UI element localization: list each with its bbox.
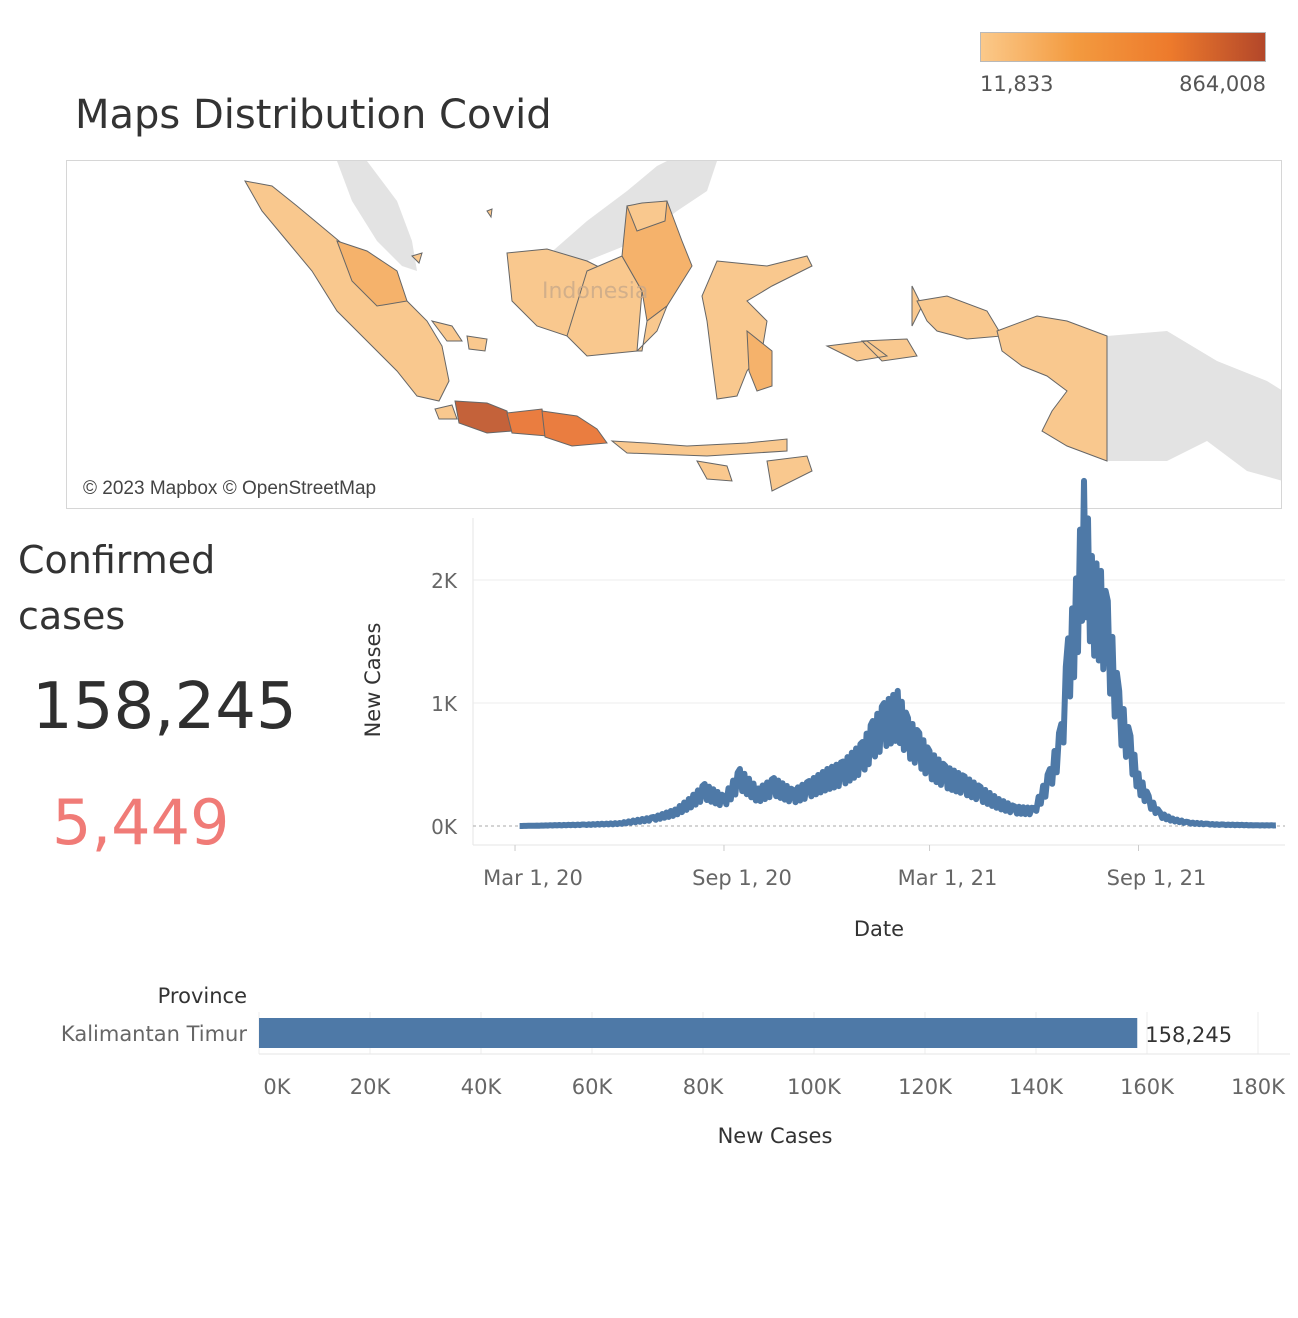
bar-x-tick-label: 60K bbox=[572, 1075, 614, 1099]
bar-x-tick-label: 80K bbox=[683, 1075, 725, 1099]
map-attribution[interactable]: © 2023 Mapbox © OpenStreetMap bbox=[77, 476, 383, 502]
bar-x-tick-label: 160K bbox=[1120, 1075, 1175, 1099]
region-sulawesi-tenggara[interactable] bbox=[746, 329, 773, 392]
region-ntt-timor[interactable] bbox=[696, 455, 813, 492]
bar-x-tick-label: 120K bbox=[898, 1075, 953, 1099]
region-kalimantan-selatan[interactable] bbox=[635, 304, 669, 352]
kpi-new-cases: 5,449 bbox=[52, 786, 230, 859]
bar-chart-x-axis-label: New Cases bbox=[718, 1124, 833, 1148]
bar-x-tick-label: 0K bbox=[263, 1075, 291, 1099]
region-kepulauan-riau[interactable] bbox=[411, 208, 493, 264]
region-banten[interactable] bbox=[434, 404, 458, 420]
bar-chart-x-ticks: 0K 20K 40K 60K 80K 100K 120K 140K 160K 180K bbox=[263, 1075, 1286, 1099]
line-chart-x-ticks: Mar 1, 20 Sep 1, 20 Mar 1, 21 Sep 1, 21 bbox=[483, 845, 1206, 890]
line-x-tick-label: Sep 1, 21 bbox=[1107, 866, 1207, 890]
legend-max-label: 864,008 bbox=[1179, 72, 1266, 96]
kpi-title: Confirmed cases bbox=[18, 538, 216, 638]
line-y-tick-label: 0K bbox=[431, 815, 458, 839]
bar-chart-bars[interactable]: 158,245 bbox=[259, 1018, 1232, 1048]
region-jawa-timur[interactable] bbox=[541, 410, 608, 447]
region-maluku[interactable] bbox=[825, 285, 923, 362]
line-chart-y-axis-label: New Cases bbox=[361, 623, 385, 738]
choropleth-map[interactable]: Indonesia © 2023 Mapbox © OpenStreetMap bbox=[66, 160, 1282, 509]
line-y-tick-label: 1K bbox=[431, 692, 458, 716]
color-legend-bar bbox=[980, 32, 1266, 62]
bar-x-tick-label: 40K bbox=[461, 1075, 503, 1099]
line-y-tick-label: 2K bbox=[431, 569, 458, 593]
region-bangka-belitung[interactable] bbox=[430, 320, 488, 352]
region-sumatra[interactable] bbox=[244, 180, 450, 402]
country-label: Indonesia bbox=[542, 279, 649, 304]
bar-x-tick-label: 140K bbox=[1009, 1075, 1064, 1099]
map-title: Maps Distribution Covid bbox=[75, 92, 552, 138]
bar-category-label: Kalimantan Timur bbox=[61, 1022, 247, 1046]
legend-min-label: 11,833 bbox=[980, 72, 1054, 96]
line-x-tick-label: Mar 1, 20 bbox=[483, 866, 583, 890]
region-papua[interactable] bbox=[996, 315, 1108, 462]
line-chart-x-axis-label: Date bbox=[854, 917, 904, 941]
bar-x-tick-label: 100K bbox=[787, 1075, 842, 1099]
region-nusa-tenggara[interactable] bbox=[610, 438, 788, 457]
region-riau[interactable] bbox=[336, 240, 408, 307]
map-canvas[interactable] bbox=[67, 161, 1282, 509]
line-chart-grid bbox=[472, 518, 1285, 846]
line-x-tick-label: Mar 1, 21 bbox=[898, 866, 998, 890]
bar-chart-y-axis-label: Province bbox=[158, 984, 247, 1008]
bar-x-tick-label: 20K bbox=[350, 1075, 392, 1099]
land-malaysia-peninsula bbox=[337, 161, 417, 271]
region-papua-barat[interactable] bbox=[916, 295, 1003, 340]
line-series-new-cases[interactable] bbox=[518, 477, 1277, 829]
line-chart-y-ticks: 0K 1K 2K bbox=[431, 569, 458, 839]
line-x-tick-label: Sep 1, 20 bbox=[692, 866, 792, 890]
kpi-total-cases: 158,245 bbox=[32, 670, 297, 744]
bar-kalimantan-timur[interactable] bbox=[259, 1018, 1138, 1048]
land-png bbox=[1107, 331, 1281, 481]
bar-chart-categories: Kalimantan Timur bbox=[61, 1022, 247, 1046]
region-kalimantan-utara[interactable] bbox=[626, 200, 668, 232]
bar-x-tick-label: 180K bbox=[1231, 1075, 1286, 1099]
bar-value-label: 158,245 bbox=[1145, 1023, 1232, 1047]
